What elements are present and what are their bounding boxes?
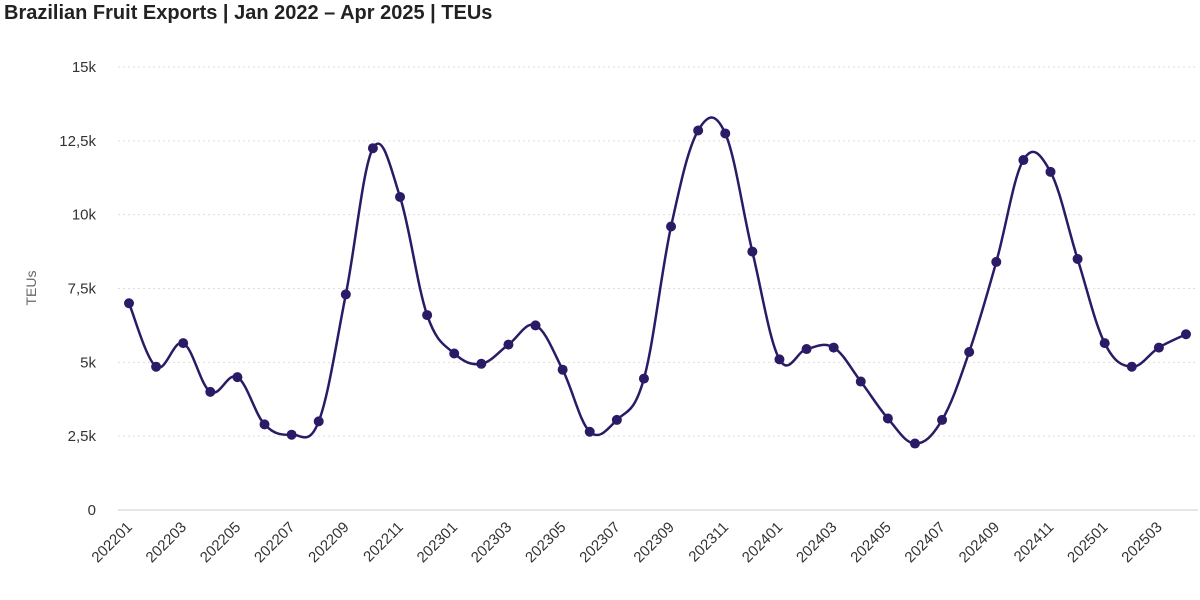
x-tick-label: 202305 — [522, 519, 569, 566]
x-tick-label: 202409 — [956, 519, 1003, 566]
data-point[interactable] — [747, 246, 758, 257]
data-point[interactable] — [801, 344, 812, 355]
data-point[interactable] — [937, 414, 948, 425]
y-tick-label: 7,5k — [68, 281, 97, 298]
y-tick-label: 2,5k — [68, 428, 97, 445]
data-point[interactable] — [611, 414, 622, 425]
data-point[interactable] — [151, 361, 162, 372]
y-tick-labels: 0 2,5k 5k 7,5k 10k 12,5k 15k — [59, 59, 96, 519]
data-point[interactable] — [828, 342, 839, 353]
x-tick-label: 202307 — [576, 519, 623, 566]
data-point[interactable] — [367, 143, 378, 154]
x-tick-label: 202201 — [88, 519, 135, 566]
y-tick-label: 5k — [80, 354, 96, 371]
data-point[interactable] — [1126, 361, 1137, 372]
y-tick-label: 15k — [72, 59, 97, 76]
data-point[interactable] — [1099, 338, 1110, 349]
data-point[interactable] — [232, 372, 243, 383]
x-tick-label: 202203 — [143, 519, 190, 566]
data-point[interactable] — [1018, 155, 1029, 166]
data-point[interactable] — [1045, 166, 1056, 177]
y-tick-label: 12,5k — [59, 133, 96, 150]
x-tick-label: 202211 — [360, 519, 407, 566]
data-point[interactable] — [476, 358, 487, 369]
data-point[interactable] — [964, 346, 975, 357]
y-tick-label: 0 — [88, 502, 96, 519]
data-point[interactable] — [909, 438, 920, 449]
x-tick-label: 202401 — [739, 519, 786, 566]
y-tick-label: 10k — [72, 207, 97, 224]
data-point[interactable] — [178, 338, 189, 349]
series-points — [124, 125, 1191, 449]
data-point[interactable] — [774, 354, 785, 365]
series-line — [127, 116, 1188, 445]
data-point[interactable] — [395, 191, 406, 202]
data-point[interactable] — [1181, 329, 1191, 340]
x-tick-label: 202403 — [793, 519, 840, 566]
data-point[interactable] — [666, 221, 677, 232]
x-tick-label: 202209 — [305, 519, 352, 566]
data-point[interactable] — [557, 364, 568, 375]
data-point[interactable] — [286, 429, 297, 440]
data-point[interactable] — [259, 419, 270, 430]
x-tick-label: 202503 — [1118, 519, 1165, 566]
data-point[interactable] — [205, 386, 216, 397]
x-tick-label: 202405 — [847, 519, 894, 566]
x-tick-label: 202205 — [197, 519, 244, 566]
data-point[interactable] — [313, 416, 324, 427]
x-tick-label: 202303 — [468, 519, 515, 566]
data-point[interactable] — [530, 320, 541, 331]
data-point[interactable] — [124, 298, 134, 309]
data-point[interactable] — [693, 125, 704, 136]
data-point[interactable] — [422, 310, 433, 321]
x-tick-label: 202207 — [251, 519, 298, 566]
data-point[interactable] — [584, 426, 595, 437]
x-tick-labels: 202201 202203 202205 202207 202209 202211 2023… — [88, 519, 1165, 566]
data-point[interactable] — [1072, 253, 1083, 264]
data-point[interactable] — [882, 413, 893, 424]
x-tick-label: 202309 — [630, 519, 677, 566]
series-line-path — [127, 116, 1188, 445]
x-tick-label: 202501 — [1064, 519, 1111, 566]
data-point[interactable] — [638, 373, 649, 384]
y-axis-label: TEUs — [23, 271, 39, 306]
data-point[interactable] — [855, 376, 866, 387]
data-point[interactable] — [449, 348, 460, 359]
data-point[interactable] — [340, 289, 351, 300]
x-tick-label: 202411 — [1011, 519, 1058, 566]
x-tick-label: 202301 — [414, 519, 461, 566]
grid-lines — [118, 66, 1198, 511]
data-point[interactable] — [503, 339, 514, 350]
data-point[interactable] — [720, 128, 731, 139]
data-point[interactable] — [991, 256, 1002, 267]
chart-title: Brazilian Fruit Exports | Jan 2022 – Apr… — [4, 2, 493, 24]
x-tick-label: 202311 — [685, 519, 732, 566]
data-point[interactable] — [1153, 342, 1164, 353]
x-tick-label: 202407 — [901, 519, 948, 566]
